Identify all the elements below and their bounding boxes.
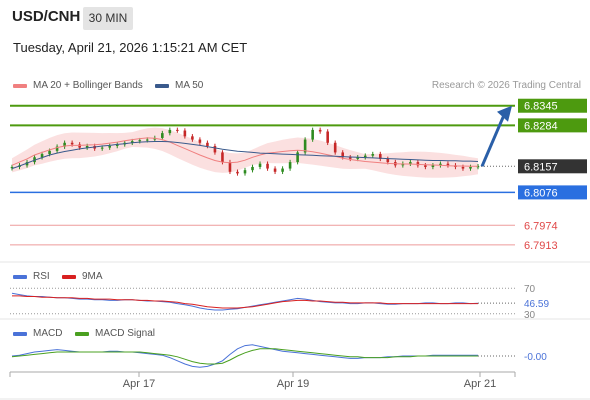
x-tick-label: Apr 21 [464, 378, 496, 390]
candle-body [416, 162, 420, 166]
rsi-ma-legend: 9MA [82, 271, 103, 282]
macd-signal-legend: MACD Signal [95, 328, 156, 339]
ma20-swatch [13, 84, 27, 88]
current-price-tag [518, 159, 587, 174]
candle-body [431, 165, 435, 167]
candle-body [281, 168, 284, 172]
candle-body [228, 162, 232, 172]
candle-body [206, 142, 209, 146]
rsi-ma-line [12, 295, 478, 309]
forecast-arrowhead [497, 105, 512, 122]
candle-body [386, 158, 390, 163]
pivot-tag [518, 185, 587, 200]
candle-body [326, 131, 329, 143]
candle-body [213, 146, 217, 153]
candle-body [198, 139, 202, 143]
candle-body [401, 163, 405, 166]
ma50-line [11, 141, 479, 170]
candle-body [348, 157, 352, 159]
pair-title: USD/CNH [12, 8, 81, 25]
resistance-tag [518, 98, 587, 113]
candle-body [424, 165, 427, 167]
candle-body [176, 129, 179, 131]
candle-body [130, 141, 134, 143]
candle-body [55, 146, 59, 151]
current-price-label: 6.8157 [524, 161, 558, 173]
pivot-label: 6.8076 [524, 187, 558, 199]
candle-body [40, 154, 44, 158]
macd-signal-swatch [75, 332, 89, 336]
support-label: 6.7974 [524, 220, 558, 232]
candle-body [48, 150, 51, 155]
forecast-arrow [480, 112, 507, 167]
rsi-swatch [13, 275, 27, 279]
candle-body [243, 170, 247, 174]
resistance-label: 6.8345 [524, 101, 558, 113]
rsi-ma-swatch [62, 275, 76, 279]
resistance-tag [518, 118, 587, 133]
macd-legend: MACD [33, 328, 63, 339]
candle-body [63, 142, 66, 147]
candle-body [378, 154, 382, 159]
candle-body [258, 163, 262, 167]
candle-body [469, 166, 472, 169]
candle-body [145, 139, 149, 141]
candle-body [25, 162, 29, 166]
macd-line [11, 344, 478, 368]
rsi-legend: RSI [33, 271, 50, 282]
candle-body [273, 168, 277, 172]
candle-body [138, 140, 142, 142]
macd-value-label: -0.00 [524, 352, 547, 363]
rsi-level-label: 30 [524, 310, 536, 321]
support-label: 6.7913 [524, 240, 558, 252]
candle-body [296, 152, 299, 163]
candle-body [161, 133, 164, 138]
candle-body [288, 162, 292, 169]
ma20-legend: MA 20 + Bollinger Bands [33, 80, 143, 91]
interval-button[interactable]: 30 MIN [83, 7, 133, 30]
ma50-swatch [155, 84, 169, 88]
rsi-level-label: 70 [524, 284, 536, 295]
candle-body [409, 162, 412, 164]
candle-body [318, 129, 322, 132]
candle-body [251, 166, 254, 171]
candle-body [70, 142, 74, 145]
candle-body [303, 139, 307, 153]
candle-body [341, 152, 345, 158]
ma20-line [11, 137, 478, 167]
candle-body [363, 155, 367, 158]
candle-body [356, 157, 360, 159]
candle-body [439, 163, 442, 166]
candle-body [311, 129, 314, 140]
candle-body [446, 163, 450, 166]
candle-body [236, 171, 239, 174]
ma50-legend: MA 50 [175, 80, 204, 91]
candle-body [78, 144, 81, 148]
x-tick-label: Apr 19 [277, 378, 309, 390]
candle-body [183, 130, 187, 137]
macd-swatch [13, 332, 27, 336]
candle-body [100, 147, 104, 149]
candle-body [85, 146, 89, 148]
rsi-value-label: 46.59 [524, 299, 549, 310]
candle-body [221, 152, 224, 163]
credit-label: Research © 2026 Trading Central [431, 80, 581, 91]
candle-body [333, 142, 337, 153]
candle-body [191, 136, 194, 140]
x-tick-label: Apr 17 [123, 378, 155, 390]
candle-body [371, 154, 375, 156]
candle-body [115, 144, 119, 146]
macd-signal-line [11, 348, 478, 365]
candle-body [108, 146, 112, 148]
candle-body [461, 166, 465, 169]
resistance-label: 6.8284 [524, 120, 558, 132]
candle-body [168, 129, 172, 134]
candle-body [10, 166, 14, 169]
datetime-label: Tuesday, April 21, 2026 1:15:21 AM CET [13, 40, 248, 55]
candle-body [266, 163, 269, 169]
